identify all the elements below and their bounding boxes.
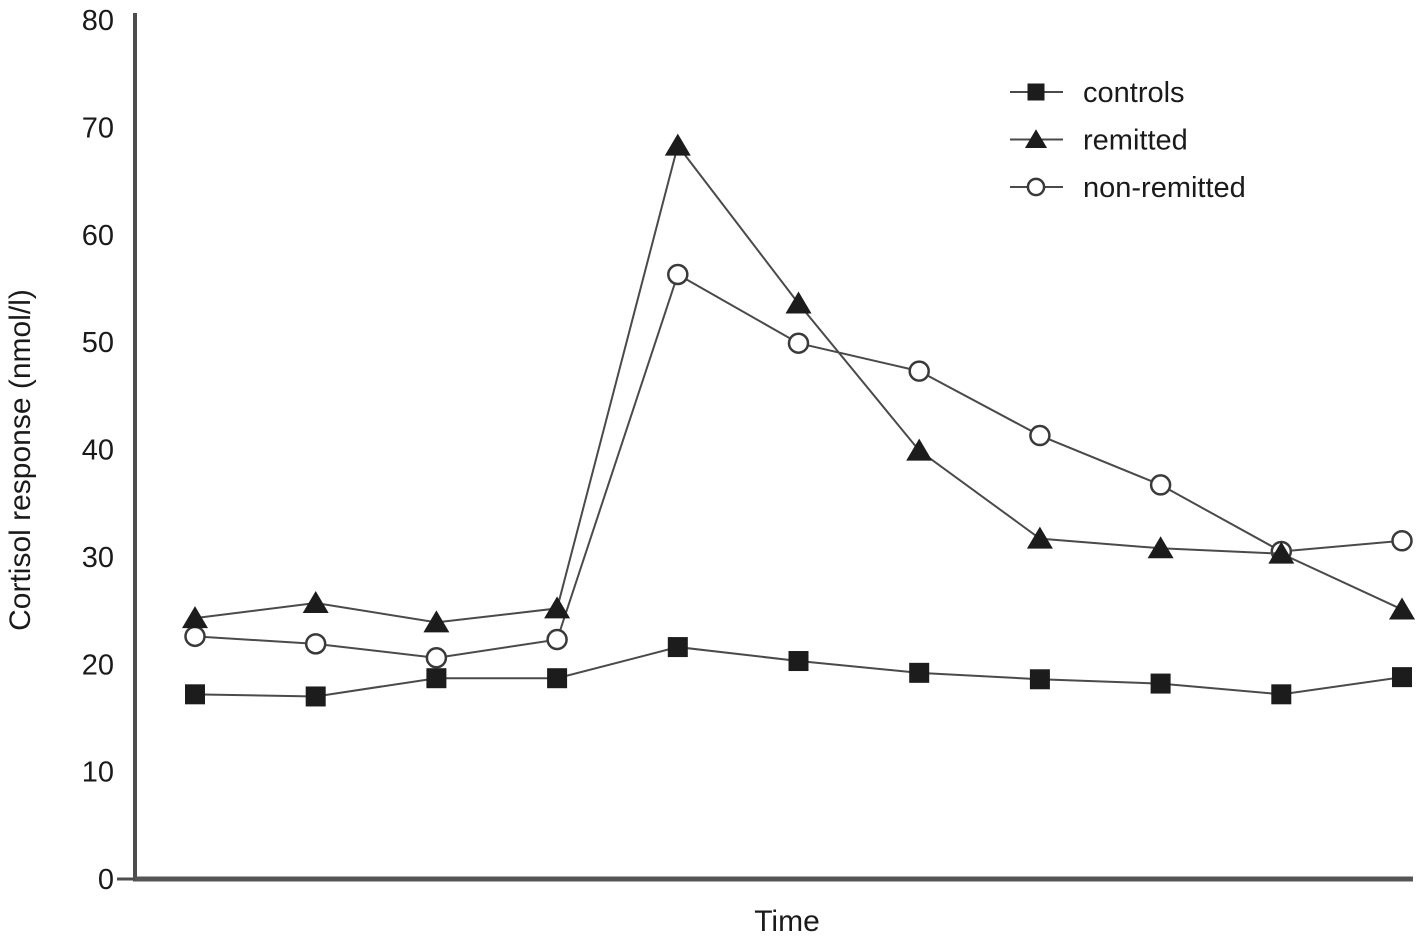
remitted-marker-triangle bbox=[423, 610, 450, 633]
controls-marker-square bbox=[667, 637, 688, 658]
series-line-remitted bbox=[194, 143, 1403, 624]
legend-remitted-marker-triangle bbox=[1024, 129, 1048, 148]
y-tick-label: 80 bbox=[82, 5, 114, 37]
remitted-marker-triangle bbox=[664, 133, 691, 156]
legend-item-remitted: remitted bbox=[1010, 125, 1188, 157]
remitted-marker-triangle bbox=[1026, 526, 1053, 549]
non-remitted-marker-circle bbox=[184, 625, 206, 648]
remitted-marker-triangle bbox=[1147, 536, 1174, 559]
y-tick-label: 40 bbox=[82, 435, 114, 467]
legend-label-non-remitted: non-remitted bbox=[1083, 172, 1246, 204]
controls-marker-square bbox=[1029, 669, 1050, 690]
remitted-marker-triangle bbox=[906, 438, 933, 461]
y-tick-label: 30 bbox=[82, 542, 114, 574]
y-tick-label: 10 bbox=[82, 757, 114, 789]
y-tick-labels: 0 10 20 30 40 50 60 70 80 bbox=[82, 5, 114, 896]
legend-non-remitted-marker-circle bbox=[1026, 177, 1046, 197]
remitted-marker-triangle bbox=[785, 291, 812, 314]
controls-marker-square bbox=[305, 686, 326, 707]
controls-marker-square bbox=[1271, 684, 1292, 705]
series-remitted bbox=[182, 133, 1415, 633]
series-line-non-remitted bbox=[194, 273, 1403, 659]
controls-marker-square bbox=[426, 668, 447, 689]
controls-marker-square bbox=[1392, 667, 1412, 688]
legend-item-controls: controls bbox=[1010, 77, 1185, 109]
series-non-remitted bbox=[184, 263, 1413, 669]
non-remitted-marker-circle bbox=[546, 628, 568, 651]
non-remitted-marker-circle bbox=[908, 360, 930, 382]
y-tick-label: 50 bbox=[82, 327, 114, 359]
series-controls bbox=[185, 637, 1412, 707]
non-remitted-marker-circle bbox=[1029, 424, 1051, 447]
non-remitted-marker-circle bbox=[1149, 474, 1172, 496]
legend-label-remitted: remitted bbox=[1083, 125, 1188, 157]
y-tick-label: 70 bbox=[82, 112, 114, 144]
y-tick-label: 20 bbox=[82, 649, 114, 681]
y-axis-title: Cortisol response (nmol/l) bbox=[4, 289, 37, 631]
non-remitted-marker-circle bbox=[304, 633, 327, 655]
legend: controls remitted non-remitted bbox=[1010, 77, 1246, 204]
remitted-marker-triangle bbox=[302, 591, 329, 614]
non-remitted-marker-circle bbox=[667, 263, 689, 286]
remitted-marker-triangle bbox=[1389, 597, 1415, 620]
non-remitted-marker-circle bbox=[1391, 530, 1413, 552]
controls-marker-square bbox=[788, 651, 809, 672]
controls-marker-square bbox=[1150, 673, 1171, 694]
y-tick-label: 0 bbox=[98, 864, 114, 896]
remitted-marker-triangle bbox=[1268, 541, 1295, 564]
non-remitted-marker-circle bbox=[425, 647, 448, 669]
legend-controls-marker-square bbox=[1027, 83, 1045, 101]
non-remitted-marker-circle bbox=[787, 332, 810, 354]
controls-marker-square bbox=[909, 662, 930, 683]
x-axis-title: Time bbox=[754, 905, 820, 938]
remitted-marker-triangle bbox=[544, 596, 571, 619]
controls-marker-square bbox=[185, 684, 205, 705]
remitted-marker-triangle bbox=[182, 606, 208, 629]
legend-item-non-remitted: non-remitted bbox=[1010, 172, 1246, 204]
y-tick-label: 60 bbox=[82, 220, 114, 252]
legend-label-controls: controls bbox=[1083, 77, 1185, 109]
controls-marker-square bbox=[547, 668, 568, 689]
series-layer bbox=[182, 133, 1415, 707]
